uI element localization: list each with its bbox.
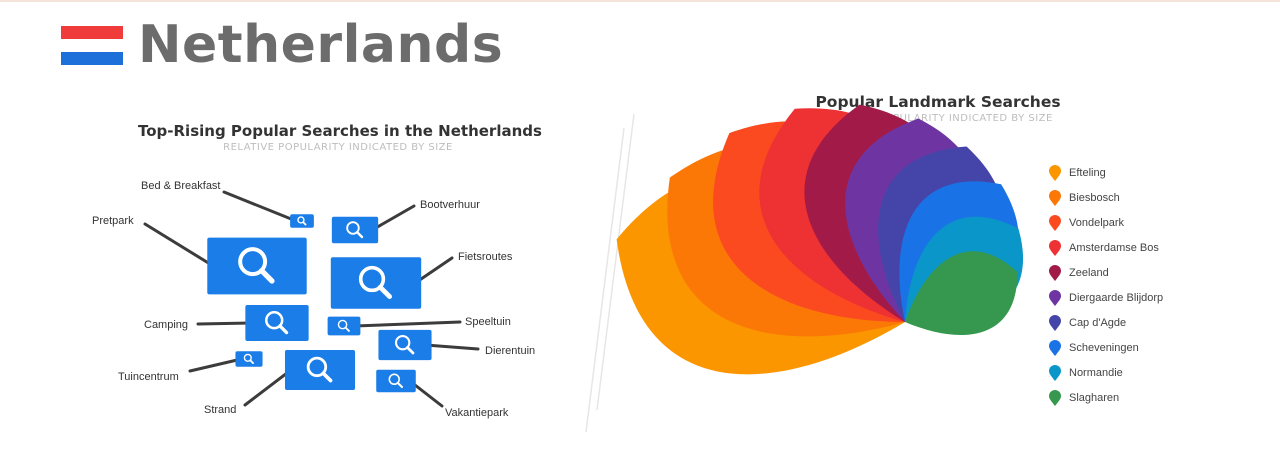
map-pin-icon — [1049, 239, 1061, 256]
legend-item-vondelpark: Vondelpark — [1048, 210, 1163, 235]
leader-line-bootverhuur — [370, 204, 416, 232]
search-icon — [388, 373, 403, 388]
search-box-speeltuin — [327, 316, 361, 336]
search-icon — [306, 356, 333, 383]
search-label-bootverhuur: Bootverhuur — [420, 199, 480, 211]
legend-item-diergaarde-blijdorp: Diergaarde Blijdorp — [1048, 285, 1163, 310]
search-bubble-pretpark: Pretpark — [92, 215, 307, 295]
legend-label: Scheveningen — [1069, 341, 1139, 354]
leader-line-camping — [196, 321, 253, 326]
legend-label: Zeeland — [1069, 266, 1109, 279]
search-label-pretpark: Pretpark — [92, 215, 134, 227]
search-label-camping: Camping — [144, 319, 188, 331]
flag-stripe-blue — [61, 52, 123, 65]
legend-label: Vondelpark — [1069, 216, 1125, 229]
right-chart-subtitle: RELATIVE POPULARITY INDICATED BY SIZE — [823, 113, 1053, 124]
search-icon — [337, 319, 350, 332]
search-box-dierentuin — [378, 329, 432, 361]
legend-label: Normandie — [1069, 366, 1123, 379]
search-icon — [265, 311, 289, 335]
leader-line-bed-breakfast — [222, 190, 298, 223]
petal-slagharen — [905, 251, 1018, 336]
search-label-vakantiepark: Vakantiepark — [445, 407, 509, 419]
legend-label: Diergaarde Blijdorp — [1069, 291, 1164, 304]
search-bubble-tuincentrum: Tuincentrum — [118, 351, 263, 383]
legend-label: Efteling — [1069, 166, 1106, 179]
map-pin-icon — [1049, 339, 1061, 356]
search-label-bed-breakfast: Bed & Breakfast — [141, 180, 221, 192]
legend-item-biesbosch: Biesbosch — [1048, 185, 1163, 210]
search-box-fietsroutes — [330, 257, 422, 309]
search-icon — [346, 221, 364, 239]
netherlands-flag — [61, 26, 123, 65]
search-label-fietsroutes: Fietsroutes — [458, 251, 513, 263]
page-title: Netherlands — [138, 15, 504, 75]
search-label-tuincentrum: Tuincentrum — [118, 371, 179, 383]
legend-label: Amsterdamse Bos — [1069, 241, 1159, 254]
legend-item-cap-d-agde: Cap d'Agde — [1048, 310, 1163, 335]
legend-label: Slagharen — [1069, 391, 1120, 404]
map-pin-icon — [1049, 314, 1061, 331]
search-box-bootverhuur — [331, 216, 379, 244]
map-pin-icon — [1049, 289, 1061, 306]
search-bubble-bootverhuur: Bootverhuur — [331, 199, 480, 244]
landmark-legend: Efteling Biesbosch Vondelpark Amsterdamse B… — [1048, 160, 1163, 410]
search-box-strand — [284, 350, 356, 390]
search-icon — [394, 334, 415, 355]
legend-item-zeeland: Zeeland — [1048, 260, 1163, 285]
flag-stripe-white — [61, 39, 123, 52]
leader-line-strand — [243, 368, 293, 407]
search-box-camping — [245, 304, 309, 342]
search-box-pretpark — [207, 237, 307, 295]
right-chart-title: Popular Landmark Searches — [815, 93, 1061, 111]
leader-line-pretpark — [143, 222, 215, 268]
search-box-tuincentrum — [235, 351, 263, 367]
map-pin-icon — [1049, 189, 1061, 206]
search-label-speeltuin: Speeltuin — [465, 316, 511, 328]
search-bubble-strand: Strand — [204, 350, 356, 416]
flag-stripe-red — [61, 26, 123, 39]
search-bubble-fietsroutes: Fietsroutes — [330, 251, 513, 309]
map-pin-icon — [1049, 214, 1061, 231]
map-pin-icon — [1049, 264, 1061, 281]
leader-line-fietsroutes — [413, 256, 454, 285]
search-label-dierentuin: Dierentuin — [485, 345, 535, 357]
search-bubble-vakantiepark: Vakantiepark — [376, 369, 509, 419]
legend-item-scheveningen: Scheveningen — [1048, 335, 1163, 360]
search-icon — [243, 353, 254, 364]
search-box-vakantiepark — [376, 369, 416, 393]
search-label-strand: Strand — [204, 404, 236, 416]
search-box-bed-breakfast — [290, 214, 314, 228]
map-pin-icon — [1049, 364, 1061, 381]
leader-line-tuincentrum — [188, 357, 243, 373]
search-icon — [238, 247, 275, 284]
search-bubble-bed-breakfast: Bed & Breakfast — [141, 180, 314, 228]
search-icon — [358, 265, 392, 299]
legend-label: Biesbosch — [1069, 191, 1120, 204]
search-bubble-camping: Camping — [144, 304, 309, 342]
left-chart-title: Top-Rising Popular Searches in the Nethe… — [138, 122, 542, 140]
legend-item-slagharen: Slagharen — [1048, 385, 1163, 410]
legend-item-normandie: Normandie — [1048, 360, 1163, 385]
leader-line-speeltuin — [352, 320, 462, 328]
legend-item-amsterdamse-bos: Amsterdamse Bos — [1048, 235, 1163, 260]
legend-label: Cap d'Agde — [1069, 316, 1127, 329]
leader-line-dierentuin — [424, 343, 480, 351]
map-pin-icon — [1049, 389, 1061, 406]
search-bubble-speeltuin: Speeltuin — [327, 316, 511, 336]
search-icon — [297, 216, 307, 226]
legend-item-efteling: Efteling — [1048, 160, 1163, 185]
left-chart-subtitle: RELATIVE POPULARITY INDICATED BY SIZE — [223, 142, 453, 153]
map-pin-icon — [1049, 164, 1061, 181]
search-bubble-dierentuin: Dierentuin — [378, 329, 535, 361]
